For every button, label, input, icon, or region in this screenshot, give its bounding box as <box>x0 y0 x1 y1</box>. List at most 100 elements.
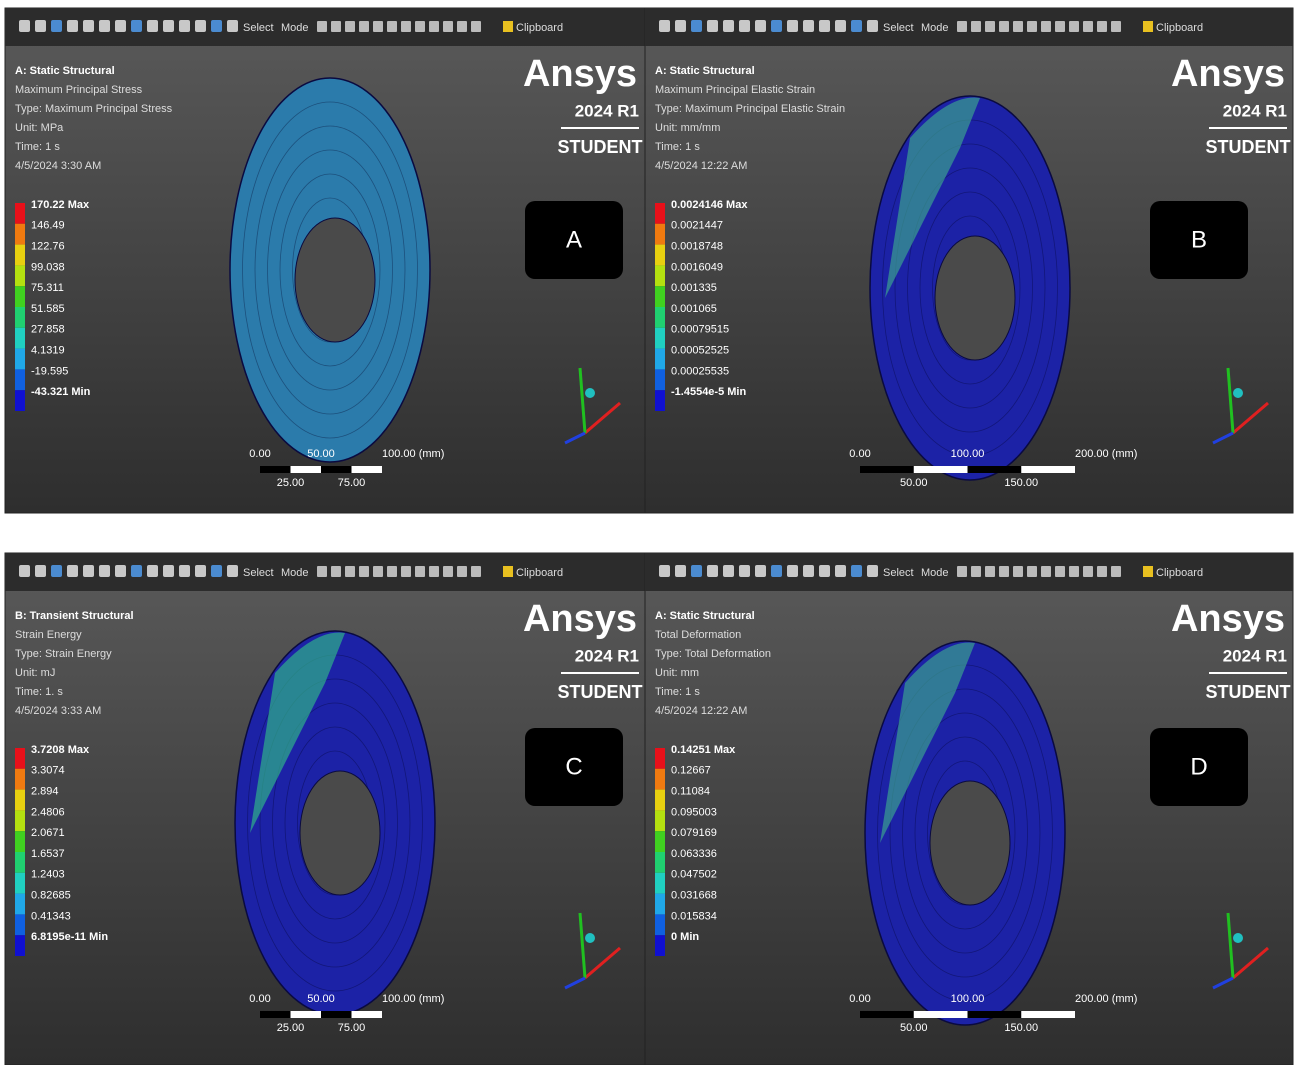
toolbar-icon <box>387 566 397 577</box>
scale-label: 50.00 <box>307 993 335 1005</box>
toolbar-icon <box>443 566 453 577</box>
legend-band <box>655 810 665 831</box>
toolbar-icon <box>179 20 190 32</box>
legend-band <box>655 852 665 873</box>
result-info: 4/5/2024 3:30 AM <box>15 160 101 172</box>
toolbar-icon <box>429 566 439 577</box>
scale-label: 100.00 (mm) <box>382 993 444 1005</box>
disc-hole <box>935 236 1015 360</box>
result-info: Type: Maximum Principal Elastic Strain <box>655 103 845 115</box>
toolbar-icon <box>147 20 158 32</box>
legend-label: 0.14251 Max <box>671 744 736 756</box>
legend-label: 0.00052525 <box>671 345 729 357</box>
toolbar-icon <box>1069 566 1079 577</box>
toolbar-icon <box>851 20 862 32</box>
result-info: Unit: mm/mm <box>655 122 720 134</box>
toolbar-icon <box>851 565 862 577</box>
toolbar-icon <box>1055 566 1065 577</box>
toolbar-icon <box>867 565 878 577</box>
legend-label: 0.0021447 <box>671 220 723 232</box>
legend-label: 0.0018748 <box>671 241 723 253</box>
toolbar-icon <box>83 565 94 577</box>
toolbar-icon <box>359 566 369 577</box>
legend-label: 0.11084 <box>671 786 710 798</box>
toolbar-icon <box>755 565 766 577</box>
toolbar-icon <box>1083 566 1093 577</box>
legend-band <box>655 790 665 811</box>
panel: SelectModeClipboardB: Transient Structur… <box>5 553 645 1065</box>
scale-bar-seg <box>860 466 914 473</box>
toolbar-icon <box>1111 21 1121 32</box>
toolbar-icon <box>999 566 1009 577</box>
toolbar-icon <box>957 21 967 32</box>
clipboard-icon <box>1143 21 1153 32</box>
scale-label: 25.00 <box>277 1022 305 1034</box>
toolbar-icon <box>345 566 355 577</box>
legend-band <box>15 810 25 831</box>
legend-band <box>655 349 665 370</box>
toolbar-select: Select <box>243 22 274 34</box>
toolbar-icon <box>131 20 142 32</box>
toolbar-icon <box>51 20 62 32</box>
legend-band <box>15 894 25 915</box>
toolbar-icon <box>707 20 718 32</box>
toolbar-icon <box>691 20 702 32</box>
result-info: 4/5/2024 3:33 AM <box>15 705 101 717</box>
toolbar-icon <box>331 566 341 577</box>
scale-label: 0.00 <box>849 993 870 1005</box>
triad-ball <box>585 388 595 398</box>
toolbar-icon <box>957 566 967 577</box>
disc-hole <box>300 771 380 895</box>
toolbar-icon <box>359 21 369 32</box>
legend-band <box>655 873 665 894</box>
legend-label: 6.8195e-11 Min <box>31 931 108 943</box>
disc-hole <box>295 218 375 342</box>
legend-band <box>15 265 25 286</box>
result-info: A: Static Structural <box>655 65 755 77</box>
legend-band <box>655 203 665 224</box>
logo-version: 2024 R1 <box>1223 101 1287 120</box>
legend-label: 122.76 <box>31 241 65 253</box>
legend-label: 1.6537 <box>31 848 65 860</box>
legend-band <box>655 831 665 852</box>
result-info: Total Deformation <box>655 629 741 641</box>
legend-label: 2.0671 <box>31 827 65 839</box>
legend-label: 0.001065 <box>671 303 717 315</box>
result-info: Time: 1 s <box>655 141 700 153</box>
legend-label: 3.7208 Max <box>31 744 90 756</box>
panel-label: B <box>1191 226 1207 253</box>
logo-edition: STUDENT <box>1206 682 1291 702</box>
scale-label: 0.00 <box>849 448 870 460</box>
disc-hole <box>930 781 1010 905</box>
legend-band <box>655 224 665 245</box>
legend-band <box>655 307 665 328</box>
panel: SelectModeClipboardA: Static StructuralT… <box>645 553 1293 1065</box>
toolbar-icon <box>819 20 830 32</box>
legend-label: 0.12667 <box>671 765 711 777</box>
toolbar-icon <box>373 21 383 32</box>
toolbar-icon <box>1027 21 1037 32</box>
legend-label: 4.1319 <box>31 345 65 357</box>
scale-label: 75.00 <box>338 1022 366 1034</box>
panel: SelectModeClipboardA: Static StructuralM… <box>5 8 645 513</box>
toolbar-mode: Mode <box>921 567 949 579</box>
result-info: Unit: MPa <box>15 122 64 134</box>
toolbar-icon <box>345 21 355 32</box>
result-info: Unit: mm <box>655 667 699 679</box>
toolbar-icon <box>471 21 481 32</box>
toolbar-icon <box>723 565 734 577</box>
result-info: Maximum Principal Elastic Strain <box>655 84 815 96</box>
toolbar-icon <box>1027 566 1037 577</box>
toolbar-icon <box>803 20 814 32</box>
toolbar-icon <box>659 20 670 32</box>
scale-label: 0.00 <box>249 448 270 460</box>
result-info: Type: Strain Energy <box>15 648 112 660</box>
toolbar-icon <box>1055 21 1065 32</box>
legend-band <box>15 245 25 266</box>
toolbar-icon <box>1097 566 1107 577</box>
scale-label: 150.00 <box>1004 477 1038 489</box>
legend-label: 0.095003 <box>671 806 717 818</box>
toolbar-icon <box>971 566 981 577</box>
scale-label: 100.00 <box>951 448 985 460</box>
scale-label: 200.00 (mm) <box>1075 448 1137 460</box>
